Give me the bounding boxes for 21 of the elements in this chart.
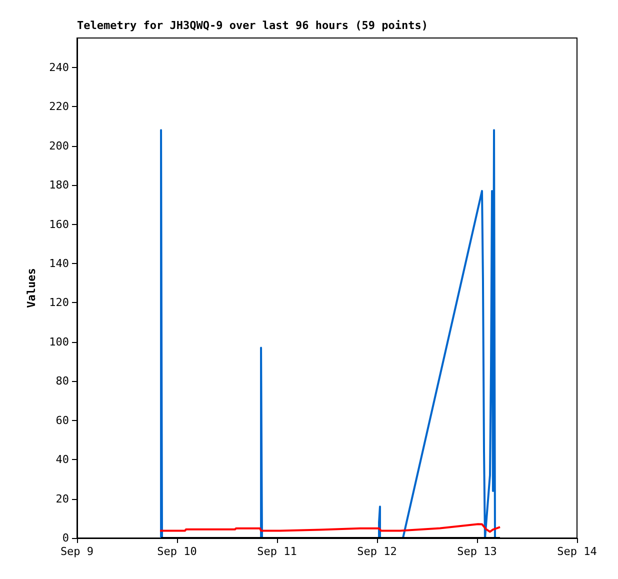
x-tick-label: Sep 12 [357,545,397,558]
y-tick-label: 20 [56,492,69,506]
y-tick-label: 180 [49,178,69,192]
y-tick-label: 60 [56,414,69,427]
x-tick-label: Sep 11 [257,545,297,558]
x-tick-label: Sep 14 [557,545,598,558]
x-tick-label: Sep 9 [60,545,94,558]
chart-title: Telemetry for JH3QWQ-9 over last 96 hours (59 points) [77,19,428,32]
y-axis-title: Values [25,268,38,308]
x-tick-label: Sep 10 [157,545,197,558]
x-tick-label: Sep 13 [457,545,497,558]
y-tick-label: 120 [49,296,69,310]
y-tick-label: 160 [49,218,69,231]
y-tick-label: 100 [49,335,69,348]
y-tick-label: 200 [49,139,69,152]
y-tick-label: 80 [56,374,69,388]
y-tick-label: 140 [49,256,69,270]
y-tick-label: 240 [49,60,69,74]
y-tick-label: 0 [62,532,69,544]
y-tick-label: 220 [49,100,69,114]
y-tick-label: 40 [56,453,69,466]
